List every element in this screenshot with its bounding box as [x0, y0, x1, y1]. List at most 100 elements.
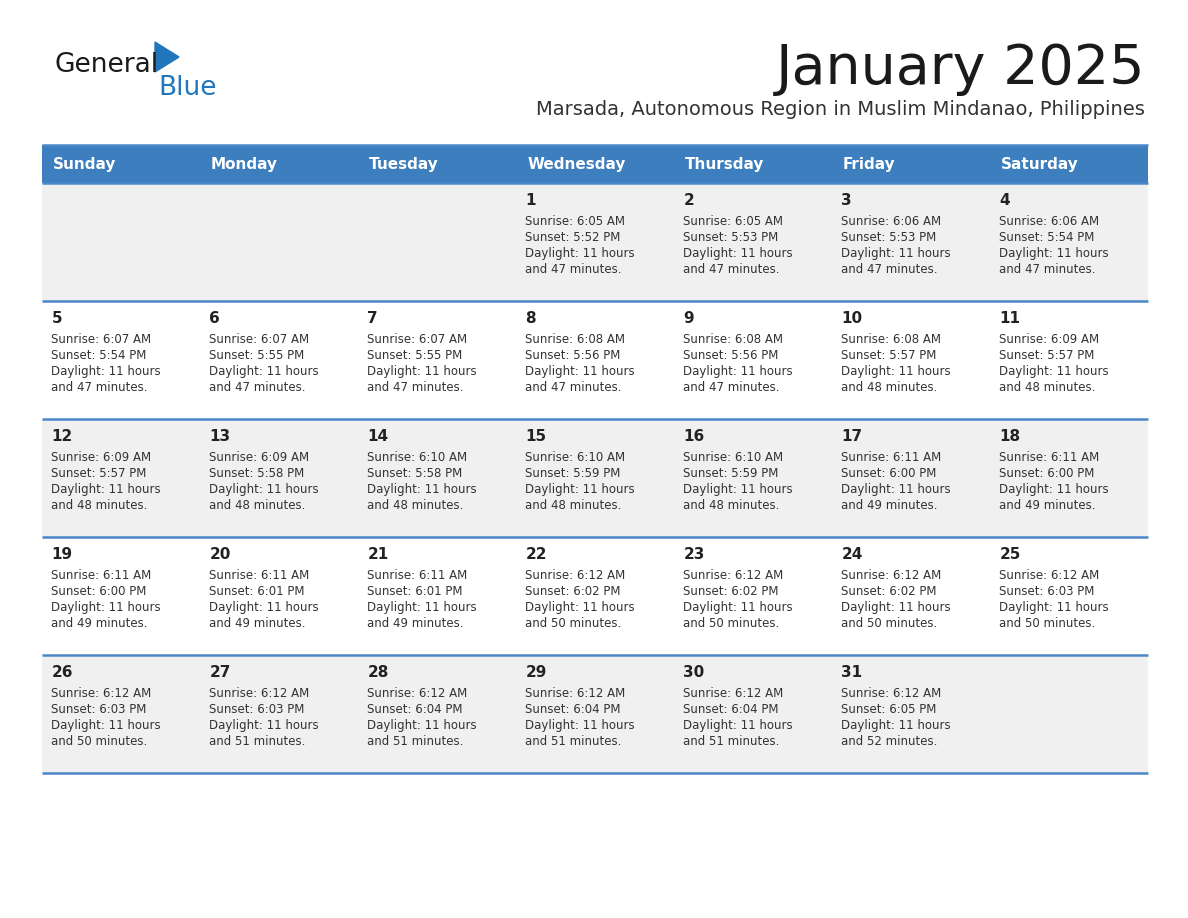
Text: Sunrise: 6:10 AM: Sunrise: 6:10 AM [683, 451, 784, 464]
Text: 20: 20 [209, 547, 230, 562]
Text: and 47 minutes.: and 47 minutes. [525, 381, 623, 394]
Text: Sunset: 5:53 PM: Sunset: 5:53 PM [841, 231, 936, 244]
Text: 1: 1 [525, 193, 536, 208]
Text: 21: 21 [367, 547, 388, 562]
Text: and 51 minutes.: and 51 minutes. [367, 735, 463, 748]
Bar [832, 145, 990, 183]
Text: Sunset: 5:56 PM: Sunset: 5:56 PM [683, 349, 779, 362]
Text: Sunrise: 6:12 AM: Sunrise: 6:12 AM [367, 687, 468, 700]
Text: Sunset: 5:52 PM: Sunset: 5:52 PM [525, 231, 621, 244]
Bar [674, 145, 832, 183]
Text: Sunrise: 6:05 AM: Sunrise: 6:05 AM [525, 215, 625, 228]
Text: and 47 minutes.: and 47 minutes. [367, 381, 465, 394]
Text: Sunrise: 6:07 AM: Sunrise: 6:07 AM [209, 333, 310, 346]
Text: Sunrise: 6:08 AM: Sunrise: 6:08 AM [525, 333, 625, 346]
Text: Daylight: 11 hours: Daylight: 11 hours [209, 719, 320, 732]
Text: 2: 2 [683, 193, 694, 208]
Text: Daylight: 11 hours: Daylight: 11 hours [683, 483, 794, 496]
Bar [42, 655, 1148, 773]
Text: 3: 3 [841, 193, 852, 208]
Text: Sunset: 6:04 PM: Sunset: 6:04 PM [683, 703, 779, 716]
Bar [990, 145, 1148, 183]
Text: and 52 minutes.: and 52 minutes. [841, 735, 937, 748]
Bar [516, 145, 674, 183]
Text: Daylight: 11 hours: Daylight: 11 hours [999, 483, 1110, 496]
Text: Sunset: 6:00 PM: Sunset: 6:00 PM [999, 467, 1095, 480]
Text: Sunrise: 6:06 AM: Sunrise: 6:06 AM [999, 215, 1100, 228]
Text: Sunset: 5:55 PM: Sunset: 5:55 PM [367, 349, 463, 362]
Text: Sunset: 6:03 PM: Sunset: 6:03 PM [209, 703, 305, 716]
Text: Daylight: 11 hours: Daylight: 11 hours [51, 719, 162, 732]
Text: and 48 minutes.: and 48 minutes. [683, 499, 779, 512]
Text: and 50 minutes.: and 50 minutes. [525, 617, 621, 630]
Text: Daylight: 11 hours: Daylight: 11 hours [841, 365, 952, 378]
Text: Daylight: 11 hours: Daylight: 11 hours [367, 601, 478, 614]
Text: 11: 11 [999, 311, 1020, 326]
Text: Sunset: 5:57 PM: Sunset: 5:57 PM [999, 349, 1095, 362]
Text: Blue: Blue [158, 75, 216, 101]
Text: and 48 minutes.: and 48 minutes. [841, 381, 937, 394]
Text: Sunset: 5:55 PM: Sunset: 5:55 PM [209, 349, 305, 362]
Text: and 48 minutes.: and 48 minutes. [367, 499, 463, 512]
Text: Sunrise: 6:11 AM: Sunrise: 6:11 AM [841, 451, 942, 464]
Text: and 49 minutes.: and 49 minutes. [209, 617, 307, 630]
Text: Sunrise: 6:12 AM: Sunrise: 6:12 AM [683, 687, 784, 700]
Text: Sunrise: 6:11 AM: Sunrise: 6:11 AM [209, 569, 310, 582]
Polygon shape [154, 42, 179, 72]
Text: Daylight: 11 hours: Daylight: 11 hours [841, 247, 952, 260]
Text: Sunset: 5:53 PM: Sunset: 5:53 PM [683, 231, 778, 244]
Text: and 50 minutes.: and 50 minutes. [999, 617, 1095, 630]
Text: Sunrise: 6:12 AM: Sunrise: 6:12 AM [683, 569, 784, 582]
Text: Daylight: 11 hours: Daylight: 11 hours [525, 365, 636, 378]
Text: Sunrise: 6:11 AM: Sunrise: 6:11 AM [999, 451, 1100, 464]
Text: 19: 19 [51, 547, 72, 562]
Text: Marsada, Autonomous Region in Muslim Mindanao, Philippines: Marsada, Autonomous Region in Muslim Min… [536, 100, 1145, 119]
Text: 12: 12 [51, 429, 72, 444]
Text: Sunset: 5:57 PM: Sunset: 5:57 PM [51, 467, 147, 480]
Text: Sunset: 6:03 PM: Sunset: 6:03 PM [999, 585, 1095, 598]
Text: Sunrise: 6:12 AM: Sunrise: 6:12 AM [525, 687, 626, 700]
Text: Sunday: Sunday [53, 156, 116, 172]
Text: and 48 minutes.: and 48 minutes. [51, 499, 147, 512]
Text: 31: 31 [841, 665, 862, 680]
Text: and 50 minutes.: and 50 minutes. [683, 617, 779, 630]
Text: Daylight: 11 hours: Daylight: 11 hours [51, 483, 162, 496]
Text: and 49 minutes.: and 49 minutes. [999, 499, 1097, 512]
Text: 4: 4 [999, 193, 1010, 208]
Text: Sunset: 5:56 PM: Sunset: 5:56 PM [525, 349, 621, 362]
Text: Wednesday: Wednesday [527, 156, 625, 172]
Text: Friday: Friday [843, 156, 896, 172]
Text: Daylight: 11 hours: Daylight: 11 hours [999, 365, 1110, 378]
Text: 25: 25 [999, 547, 1020, 562]
Text: Daylight: 11 hours: Daylight: 11 hours [209, 601, 320, 614]
Text: and 47 minutes.: and 47 minutes. [51, 381, 148, 394]
Text: Sunrise: 6:11 AM: Sunrise: 6:11 AM [51, 569, 152, 582]
Text: Sunrise: 6:08 AM: Sunrise: 6:08 AM [683, 333, 783, 346]
Text: Daylight: 11 hours: Daylight: 11 hours [525, 719, 636, 732]
Text: and 51 minutes.: and 51 minutes. [525, 735, 621, 748]
Text: Sunset: 5:57 PM: Sunset: 5:57 PM [841, 349, 937, 362]
Text: and 49 minutes.: and 49 minutes. [51, 617, 148, 630]
Text: and 50 minutes.: and 50 minutes. [841, 617, 937, 630]
Text: Sunset: 6:04 PM: Sunset: 6:04 PM [367, 703, 463, 716]
Text: Sunrise: 6:07 AM: Sunrise: 6:07 AM [51, 333, 152, 346]
Text: 22: 22 [525, 547, 546, 562]
Text: Sunset: 6:00 PM: Sunset: 6:00 PM [841, 467, 937, 480]
Text: Sunset: 6:01 PM: Sunset: 6:01 PM [209, 585, 305, 598]
Text: 9: 9 [683, 311, 694, 326]
Text: Sunrise: 6:12 AM: Sunrise: 6:12 AM [999, 569, 1100, 582]
Text: and 51 minutes.: and 51 minutes. [209, 735, 305, 748]
Bar [200, 145, 358, 183]
Text: 23: 23 [683, 547, 704, 562]
Text: Daylight: 11 hours: Daylight: 11 hours [367, 483, 478, 496]
Text: Sunrise: 6:05 AM: Sunrise: 6:05 AM [683, 215, 783, 228]
Text: and 51 minutes.: and 51 minutes. [683, 735, 779, 748]
Text: Sunrise: 6:10 AM: Sunrise: 6:10 AM [367, 451, 468, 464]
Text: 24: 24 [841, 547, 862, 562]
Text: Sunrise: 6:09 AM: Sunrise: 6:09 AM [51, 451, 152, 464]
Text: 28: 28 [367, 665, 388, 680]
Text: and 48 minutes.: and 48 minutes. [209, 499, 305, 512]
Text: Daylight: 11 hours: Daylight: 11 hours [367, 365, 478, 378]
Text: 6: 6 [209, 311, 220, 326]
Text: Sunrise: 6:11 AM: Sunrise: 6:11 AM [367, 569, 468, 582]
